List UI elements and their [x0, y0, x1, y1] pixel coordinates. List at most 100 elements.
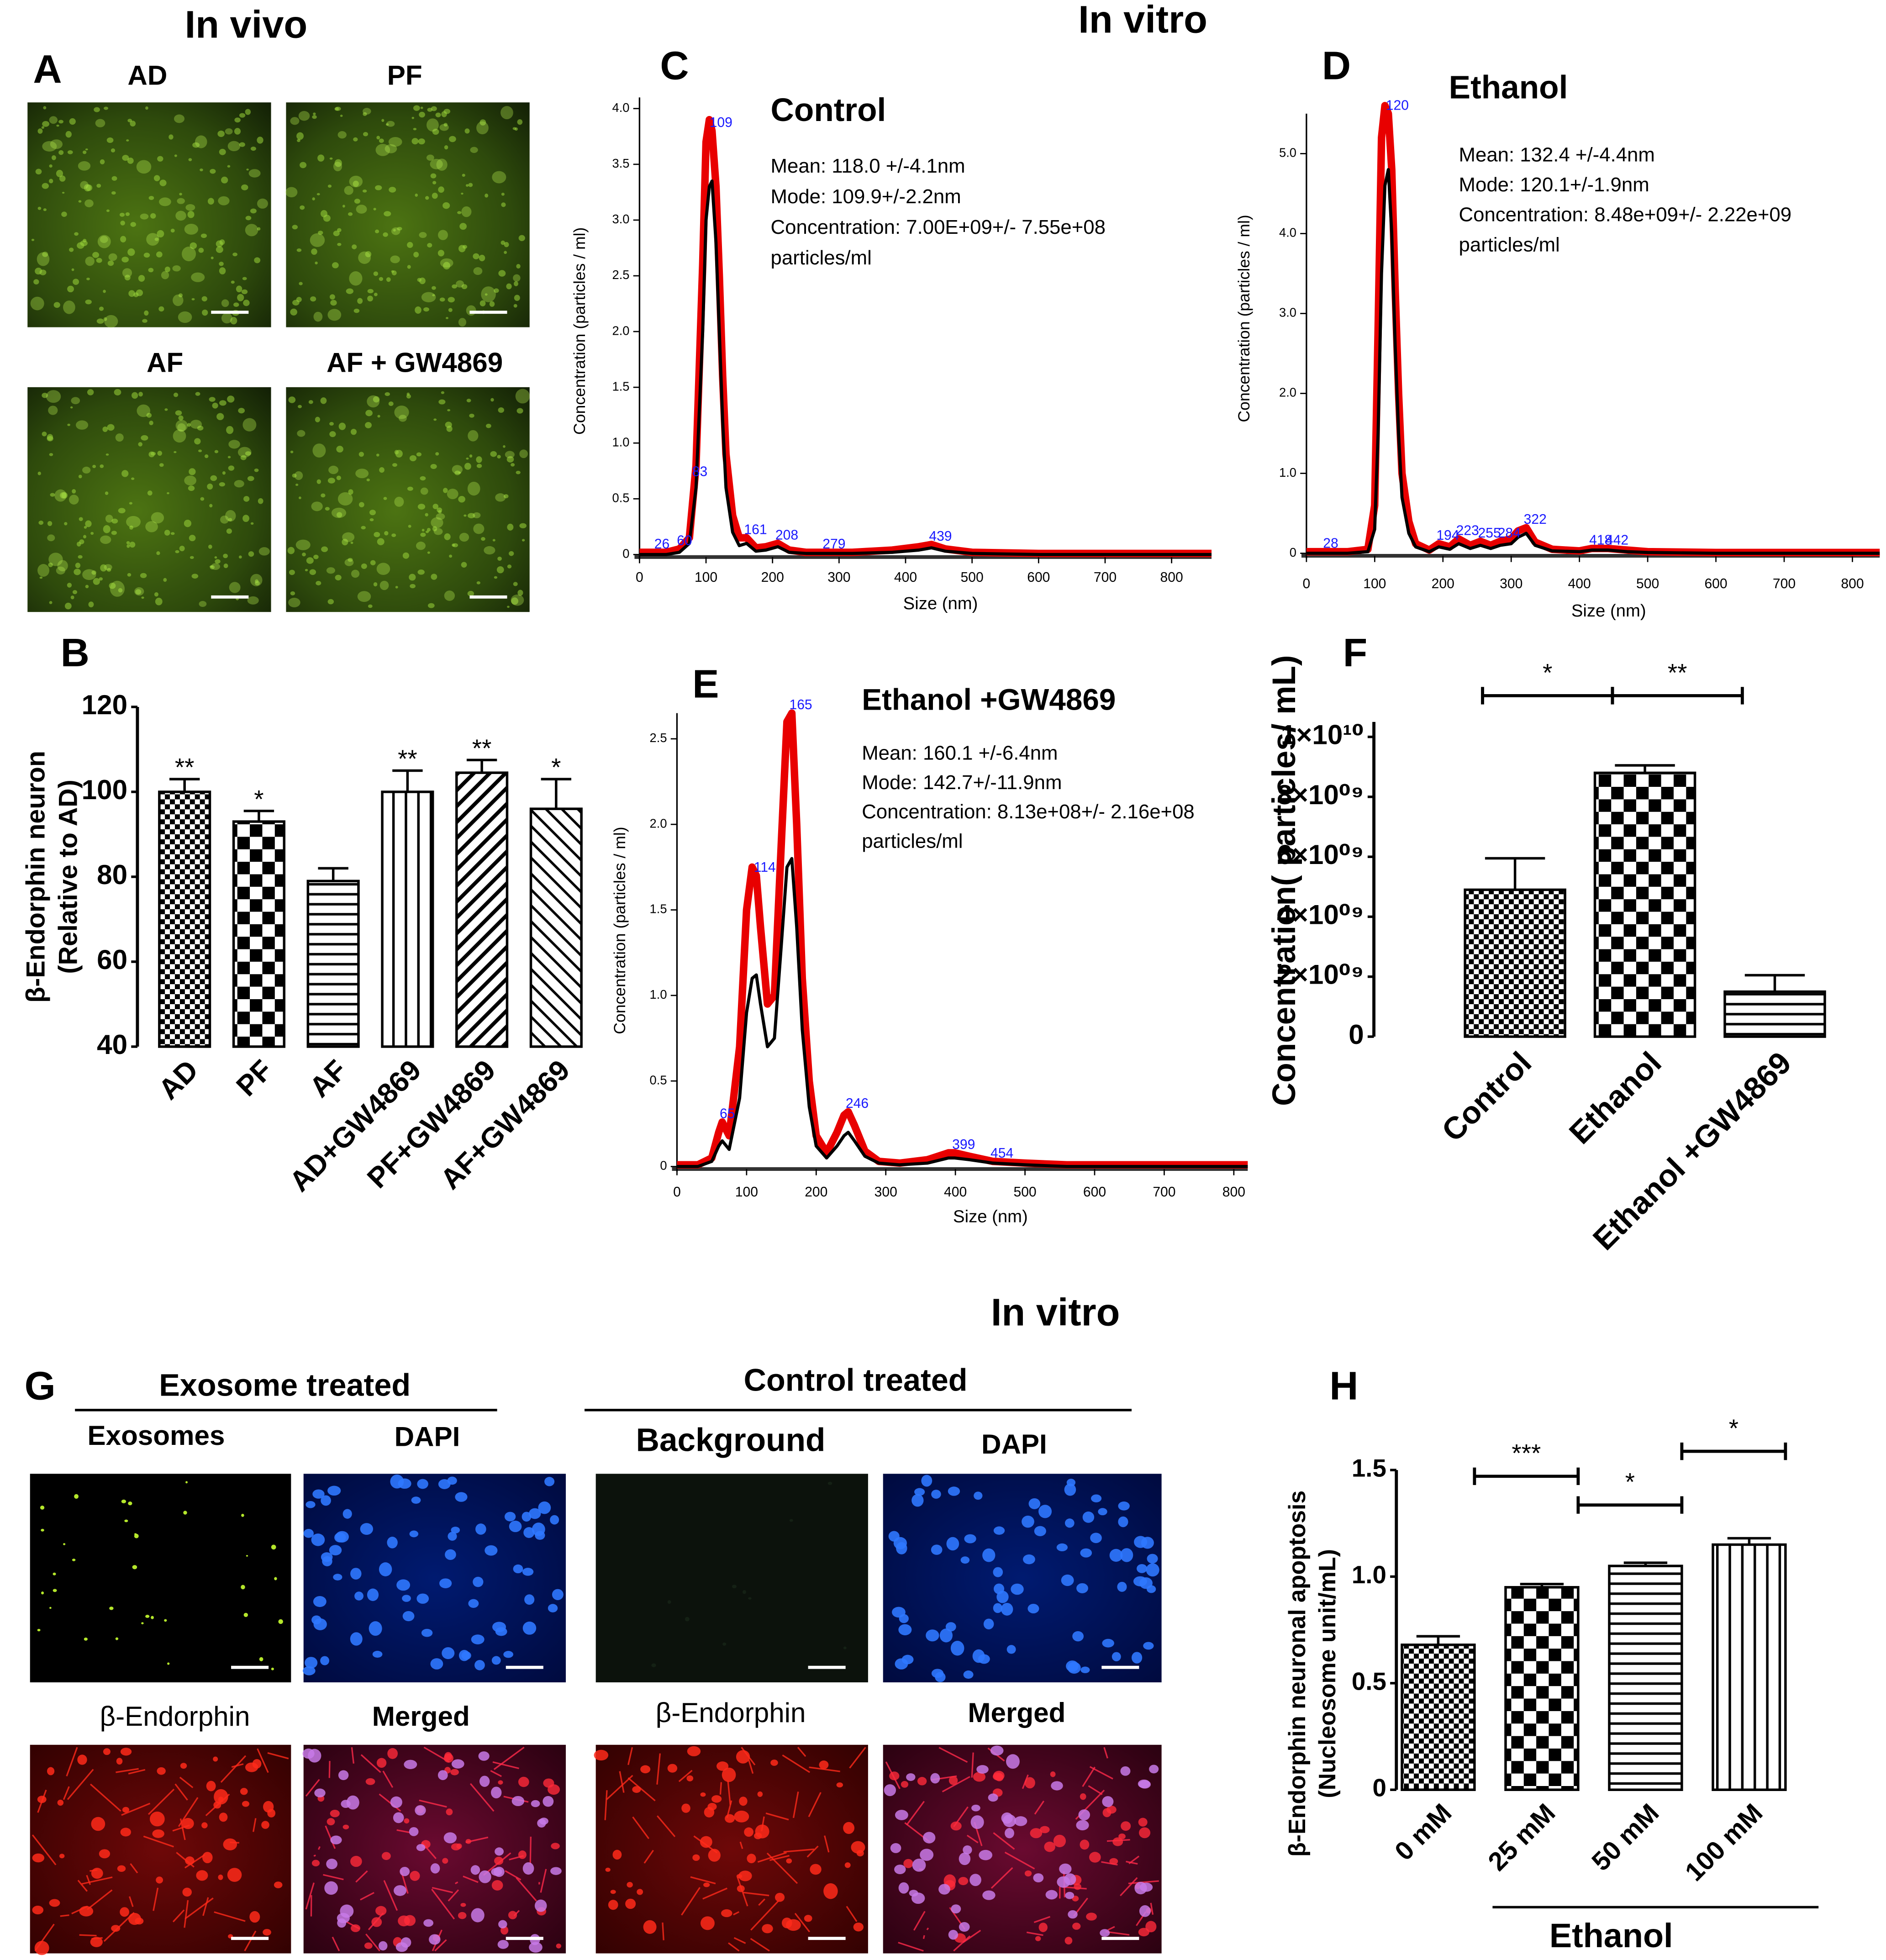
cell [48, 553, 63, 566]
micrograph [27, 102, 271, 328]
cell [209, 397, 216, 402]
cell [90, 1937, 103, 1947]
peak-label: 26 [654, 537, 669, 552]
cell [637, 1889, 643, 1895]
cell [1078, 1809, 1090, 1821]
cell [948, 1486, 960, 1496]
cell [548, 1604, 558, 1612]
cell [233, 302, 239, 307]
cell [958, 1877, 969, 1886]
cell [43, 208, 47, 211]
cell [1034, 1526, 1046, 1536]
cell [367, 289, 374, 294]
bar [529, 807, 583, 1048]
cell [439, 124, 449, 131]
image-background [883, 1474, 1162, 1683]
cell [111, 531, 117, 535]
curve [639, 179, 1212, 556]
cell [195, 392, 200, 396]
cell [118, 508, 126, 514]
cell [175, 211, 186, 221]
cell [464, 463, 471, 470]
cell [350, 1855, 362, 1867]
cell [64, 602, 72, 610]
cell [518, 1850, 527, 1859]
fiber [325, 1825, 336, 1849]
cell [458, 496, 465, 503]
cell [963, 1845, 972, 1855]
cell [127, 573, 132, 577]
cell [117, 1865, 126, 1872]
cell [188, 485, 195, 491]
y-tick-label: 1.5 [650, 902, 667, 916]
cell [290, 450, 294, 453]
y-axis-label: Concentration (particles / ml) [570, 227, 589, 435]
cell [82, 466, 91, 474]
image-label: AD [127, 60, 167, 90]
cell [159, 463, 164, 467]
cell [473, 512, 481, 518]
cell [121, 1499, 126, 1503]
cell [1146, 1563, 1159, 1577]
cell [431, 517, 443, 528]
x-tick-label: PF+GW4869 [361, 1054, 502, 1195]
cell [129, 525, 133, 530]
cell [77, 1755, 87, 1765]
cell [169, 134, 174, 140]
cell [522, 1512, 532, 1522]
cell [461, 1651, 471, 1660]
fiber [431, 1888, 455, 1920]
cell [320, 210, 328, 217]
cell [433, 528, 443, 535]
cell [331, 507, 347, 518]
y-tick-label: 2.0 [1279, 385, 1296, 400]
cell [461, 562, 467, 568]
cell [357, 298, 363, 304]
cell [78, 555, 83, 559]
cell [1076, 1820, 1089, 1831]
bar [1723, 990, 1826, 1038]
cell [105, 453, 109, 456]
cell [379, 580, 389, 590]
cell [41, 1528, 44, 1532]
cell [41, 126, 44, 129]
cell [432, 504, 439, 509]
cell [313, 554, 319, 559]
cell [209, 504, 213, 508]
cell [444, 145, 448, 150]
cell [931, 1490, 941, 1499]
significance: ** [398, 744, 417, 773]
cell [141, 435, 148, 441]
fiber [492, 1761, 519, 1770]
fiber [351, 1747, 355, 1764]
cell [492, 171, 506, 184]
cell [976, 1765, 989, 1774]
cell [164, 266, 170, 273]
cell [295, 539, 311, 550]
cell [80, 181, 89, 190]
cell [1141, 1537, 1154, 1549]
cell [501, 192, 505, 196]
significance: * [551, 753, 561, 781]
fiber [938, 1747, 968, 1763]
cell [202, 309, 208, 316]
cell [353, 180, 359, 187]
cell [413, 252, 419, 258]
fiber [739, 1841, 743, 1849]
fiber [202, 1897, 209, 1916]
cell [687, 1746, 701, 1756]
cell [507, 564, 512, 569]
cell [242, 1801, 250, 1807]
annotation: Concentration: 8.48e+09+/- 2.22e+09 [1459, 204, 1792, 226]
cell [421, 528, 425, 532]
cell [415, 193, 418, 197]
cell [252, 1759, 262, 1769]
cell [556, 1943, 561, 1949]
cell [241, 1513, 244, 1517]
cell [417, 278, 422, 282]
cell [207, 483, 213, 490]
cell [417, 1479, 428, 1489]
cell [469, 454, 473, 458]
cell [311, 1860, 320, 1867]
cell [376, 563, 390, 575]
